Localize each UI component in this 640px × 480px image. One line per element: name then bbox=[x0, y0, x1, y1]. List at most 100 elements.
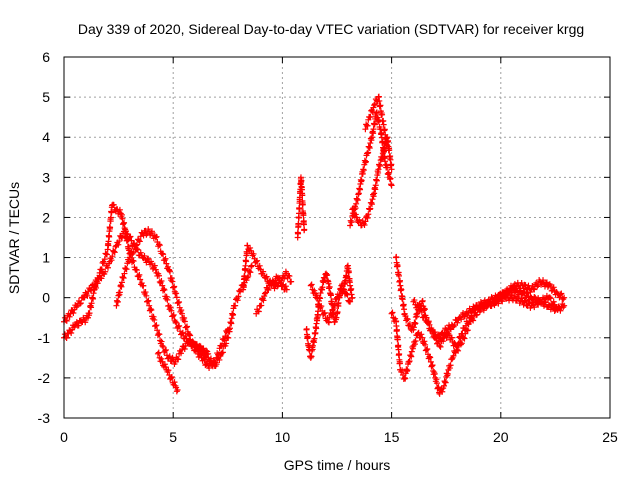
data-point bbox=[143, 292, 150, 299]
x-tick-label: 20 bbox=[493, 429, 509, 445]
data-point bbox=[88, 300, 95, 307]
data-point bbox=[406, 358, 413, 365]
data-point bbox=[169, 278, 176, 285]
data-point bbox=[296, 206, 303, 213]
data-point bbox=[499, 298, 506, 305]
data-point bbox=[102, 268, 109, 275]
data-point bbox=[362, 158, 369, 165]
data-point bbox=[156, 241, 163, 248]
data-point bbox=[164, 296, 171, 303]
data-point bbox=[521, 298, 528, 305]
data-point bbox=[313, 292, 320, 299]
data-point bbox=[101, 256, 108, 263]
data-point bbox=[531, 294, 538, 301]
data-point bbox=[154, 327, 161, 334]
data-point bbox=[474, 311, 481, 318]
data-point bbox=[381, 126, 388, 133]
data-point bbox=[129, 251, 136, 258]
data-point bbox=[457, 341, 464, 348]
data-point bbox=[130, 249, 137, 256]
data-point bbox=[121, 219, 128, 226]
data-point bbox=[169, 312, 176, 319]
data-point bbox=[321, 276, 328, 283]
data-point bbox=[486, 299, 493, 306]
data-point bbox=[533, 297, 540, 304]
data-point bbox=[216, 356, 223, 363]
data-point bbox=[140, 282, 147, 289]
data-point bbox=[106, 233, 113, 240]
data-point bbox=[146, 302, 153, 309]
data-point bbox=[402, 375, 409, 382]
data-point bbox=[399, 296, 406, 303]
data-point bbox=[311, 335, 318, 342]
data-point bbox=[421, 338, 428, 345]
data-point bbox=[295, 220, 302, 227]
data-point bbox=[398, 286, 405, 293]
data-point bbox=[159, 342, 166, 349]
data-point bbox=[364, 214, 371, 221]
data-point bbox=[558, 290, 565, 297]
data-point bbox=[178, 330, 185, 337]
data-point bbox=[68, 330, 75, 337]
data-point bbox=[427, 354, 434, 361]
y-tick-label: 1 bbox=[42, 250, 50, 266]
data-point bbox=[446, 365, 453, 372]
data-point bbox=[423, 346, 430, 353]
data-point bbox=[205, 350, 212, 357]
data-point bbox=[354, 197, 361, 204]
data-point bbox=[299, 201, 306, 208]
data-point bbox=[357, 186, 364, 193]
data-point bbox=[340, 286, 347, 293]
data-point bbox=[448, 334, 455, 341]
data-point bbox=[334, 309, 341, 316]
data-point bbox=[350, 205, 357, 212]
data-point bbox=[134, 246, 141, 253]
data-point bbox=[145, 255, 152, 262]
data-point bbox=[75, 322, 82, 329]
data-point bbox=[158, 338, 165, 345]
data-point bbox=[369, 108, 376, 115]
data-point bbox=[307, 282, 314, 289]
plot-frame bbox=[63, 56, 611, 419]
data-point bbox=[429, 362, 436, 369]
data-point bbox=[318, 303, 325, 310]
data-point bbox=[553, 305, 560, 312]
data-point bbox=[163, 346, 170, 353]
data-point bbox=[442, 379, 449, 386]
data-point bbox=[114, 298, 121, 305]
data-point bbox=[166, 353, 173, 360]
data-point bbox=[125, 258, 132, 265]
data-point bbox=[446, 325, 453, 332]
data-point bbox=[203, 347, 210, 354]
data-point bbox=[211, 358, 218, 365]
data-point bbox=[447, 326, 454, 333]
data-point bbox=[243, 258, 250, 265]
data-point bbox=[454, 319, 461, 326]
chart-title: Day 339 of 2020, Sidereal Day-to-day VTE… bbox=[78, 21, 584, 37]
data-point bbox=[303, 325, 310, 332]
data-point bbox=[187, 332, 194, 339]
data-point bbox=[388, 310, 395, 317]
data-point bbox=[360, 167, 367, 174]
data-point bbox=[159, 282, 166, 289]
data-point bbox=[458, 316, 465, 323]
data-point bbox=[261, 290, 268, 297]
data-point bbox=[393, 253, 400, 260]
data-point bbox=[314, 295, 321, 302]
data-point bbox=[105, 238, 112, 245]
data-point bbox=[173, 388, 180, 395]
data-point bbox=[193, 346, 200, 353]
data-point bbox=[232, 302, 239, 309]
data-point bbox=[498, 297, 505, 304]
data-point bbox=[147, 305, 154, 312]
data-point bbox=[450, 352, 457, 359]
data-point bbox=[546, 294, 553, 301]
data-point bbox=[160, 285, 167, 292]
data-point bbox=[520, 285, 527, 292]
data-point bbox=[326, 284, 333, 291]
data-point bbox=[148, 228, 155, 235]
data-point bbox=[336, 291, 343, 298]
data-point bbox=[373, 177, 380, 184]
data-point bbox=[439, 388, 446, 395]
